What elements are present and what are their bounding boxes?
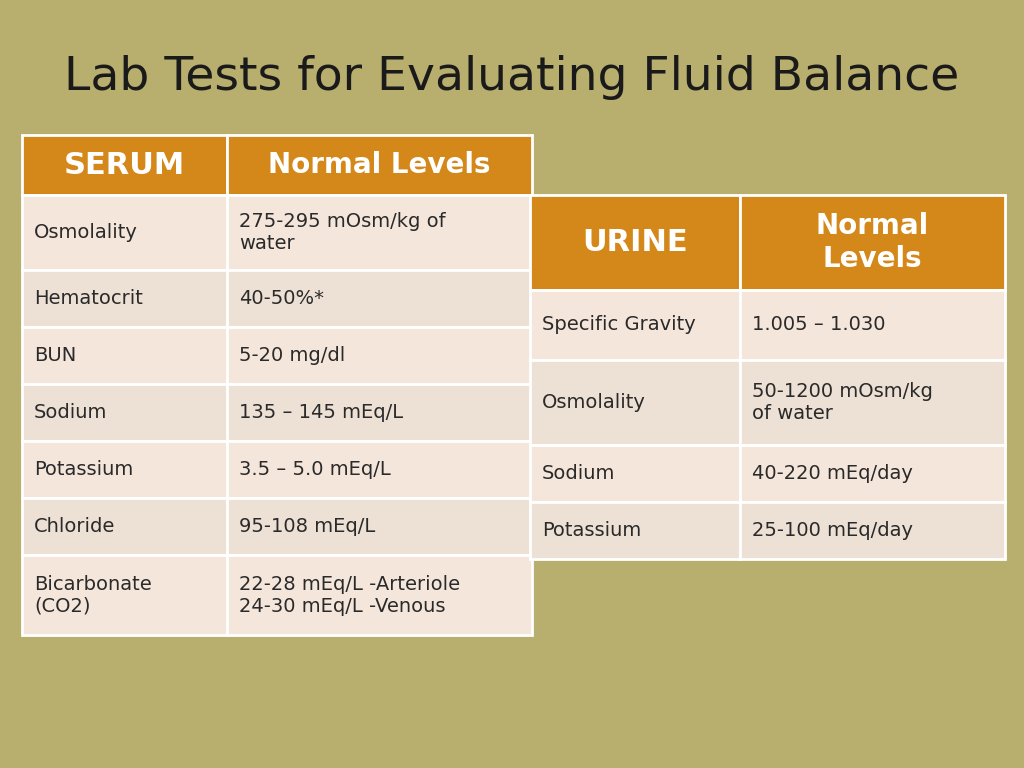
- Bar: [227, 555, 532, 635]
- Bar: [22, 270, 227, 327]
- Bar: [22, 327, 227, 384]
- Bar: [227, 327, 532, 384]
- Bar: [227, 384, 532, 441]
- Bar: [740, 445, 1005, 502]
- Bar: [22, 441, 227, 498]
- Text: Hematocrit: Hematocrit: [34, 289, 143, 308]
- Bar: [740, 502, 1005, 559]
- Text: Osmolality: Osmolality: [34, 223, 138, 242]
- Bar: [22, 135, 227, 195]
- Bar: [22, 384, 227, 441]
- Text: 95-108 mEq/L: 95-108 mEq/L: [239, 517, 375, 536]
- Bar: [530, 445, 740, 502]
- Text: 40-220 mEq/day: 40-220 mEq/day: [752, 464, 912, 483]
- Text: 275-295 mOsm/kg of
water: 275-295 mOsm/kg of water: [239, 212, 445, 253]
- Text: 25-100 mEq/day: 25-100 mEq/day: [752, 521, 913, 540]
- Bar: [740, 290, 1005, 360]
- Text: Specific Gravity: Specific Gravity: [542, 316, 695, 335]
- Bar: [227, 195, 532, 270]
- Text: 5-20 mg/dl: 5-20 mg/dl: [239, 346, 345, 365]
- Text: BUN: BUN: [34, 346, 76, 365]
- Bar: [740, 195, 1005, 290]
- Bar: [227, 441, 532, 498]
- Bar: [530, 290, 740, 360]
- Bar: [22, 555, 227, 635]
- Text: URINE: URINE: [583, 228, 688, 257]
- Text: Sodium: Sodium: [542, 464, 615, 483]
- Text: Potassium: Potassium: [542, 521, 641, 540]
- Text: SERUM: SERUM: [63, 151, 185, 180]
- Text: Chloride: Chloride: [34, 517, 116, 536]
- Text: 135 – 145 mEq/L: 135 – 145 mEq/L: [239, 403, 403, 422]
- Text: Lab Tests for Evaluating Fluid Balance: Lab Tests for Evaluating Fluid Balance: [65, 55, 959, 101]
- Text: Potassium: Potassium: [34, 460, 133, 479]
- Bar: [530, 502, 740, 559]
- Text: Bicarbonate
(CO2): Bicarbonate (CO2): [34, 574, 152, 615]
- Text: 22-28 mEq/L -Arteriole
24-30 mEq/L -Venous: 22-28 mEq/L -Arteriole 24-30 mEq/L -Veno…: [239, 574, 460, 615]
- Text: Normal Levels: Normal Levels: [268, 151, 490, 179]
- Text: 3.5 – 5.0 mEq/L: 3.5 – 5.0 mEq/L: [239, 460, 391, 479]
- Text: Osmolality: Osmolality: [542, 393, 646, 412]
- Bar: [227, 498, 532, 555]
- Bar: [22, 498, 227, 555]
- Bar: [22, 195, 227, 270]
- Bar: [530, 195, 740, 290]
- Text: Sodium: Sodium: [34, 403, 108, 422]
- Bar: [227, 270, 532, 327]
- Bar: [530, 360, 740, 445]
- Text: 40-50%*: 40-50%*: [239, 289, 324, 308]
- Text: 1.005 – 1.030: 1.005 – 1.030: [752, 316, 886, 335]
- Text: 50-1200 mOsm/kg
of water: 50-1200 mOsm/kg of water: [752, 382, 933, 423]
- Bar: [227, 135, 532, 195]
- Bar: [740, 360, 1005, 445]
- Text: Normal
Levels: Normal Levels: [816, 212, 929, 273]
